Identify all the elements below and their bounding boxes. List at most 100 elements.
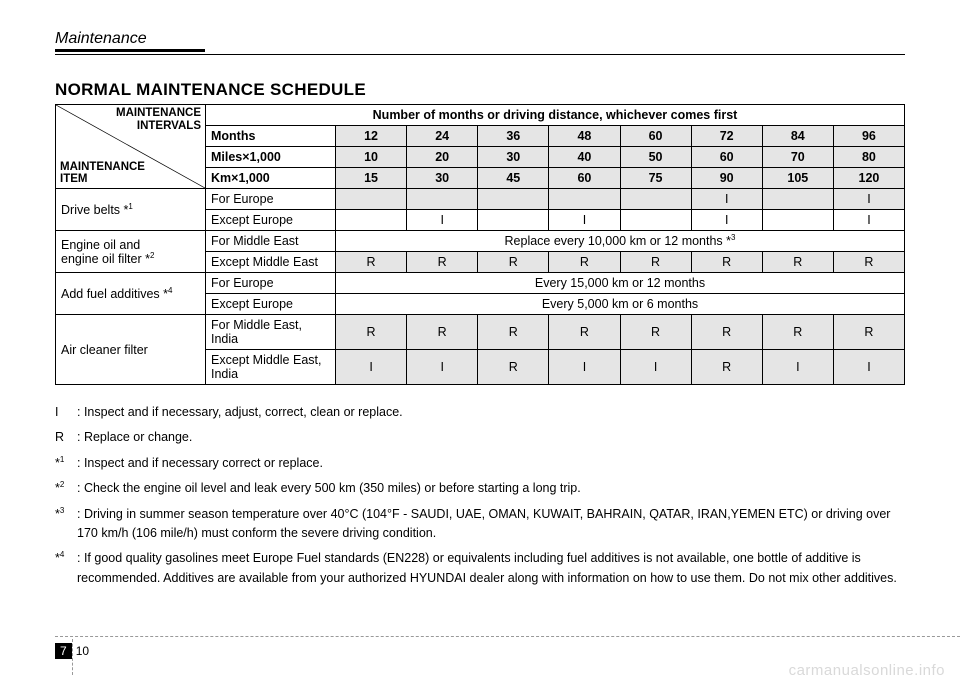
- cell: I: [833, 350, 904, 385]
- region-cell: For Middle East: [206, 231, 336, 252]
- cell: [620, 189, 691, 210]
- colhead-val: 36: [478, 126, 549, 147]
- note-text: : Inspect and if necessary correct or re…: [77, 454, 323, 473]
- cell: R: [549, 252, 620, 273]
- cell: I: [549, 350, 620, 385]
- item-sup: 1: [128, 201, 132, 210]
- footer-dash-line: [55, 636, 960, 637]
- cell: R: [691, 350, 762, 385]
- cell: R: [336, 315, 407, 350]
- cell: R: [407, 315, 478, 350]
- note-line: *3: Driving in summer season temperature…: [55, 505, 905, 544]
- span-text: Replace every 10,000 km or 12 months *: [505, 234, 732, 248]
- item-sup: 2: [150, 250, 154, 259]
- item-label: Add fuel additives *: [61, 287, 168, 301]
- region-cell: Except Middle East,India: [206, 350, 336, 385]
- span-cell: Every 15,000 km or 12 months: [336, 273, 905, 294]
- page-container: Maintenance NORMAL MAINTENANCE SCHEDULE …: [0, 0, 960, 588]
- note-key: I: [55, 403, 77, 422]
- cell: R: [407, 252, 478, 273]
- cell: R: [833, 315, 904, 350]
- corner-cell: MAINTENANCEINTERVALS MAINTENANCEITEM: [56, 105, 206, 189]
- banner-cell: Number of months or driving distance, wh…: [206, 105, 905, 126]
- corner-top-label: MAINTENANCEINTERVALS: [116, 107, 201, 132]
- cell: R: [478, 350, 549, 385]
- note-key: *2: [55, 479, 77, 498]
- cell: [336, 210, 407, 231]
- note-key: *4: [55, 549, 77, 588]
- colhead-val: 84: [762, 126, 833, 147]
- colhead-val: 96: [833, 126, 904, 147]
- note-line: *1: Inspect and if necessary correct or …: [55, 454, 905, 473]
- note-text: : Driving in summer season temperature o…: [77, 505, 905, 544]
- colhead-val: 45: [478, 168, 549, 189]
- item-drive-belts: Drive belts *1: [56, 189, 206, 231]
- cell: R: [762, 315, 833, 350]
- cell: R: [620, 252, 691, 273]
- colhead-val: 12: [336, 126, 407, 147]
- note-text: : Replace or change.: [77, 428, 192, 447]
- cell: I: [833, 189, 904, 210]
- note-line: R: Replace or change.: [55, 428, 905, 447]
- cell: [478, 210, 549, 231]
- chapter-number: 7: [55, 643, 72, 659]
- span-cell: Replace every 10,000 km or 12 months *3: [336, 231, 905, 252]
- colhead-val: 80: [833, 147, 904, 168]
- colhead-val: 90: [691, 168, 762, 189]
- cell: I: [407, 350, 478, 385]
- cell: [762, 210, 833, 231]
- colhead-val: 60: [691, 147, 762, 168]
- item-air-cleaner: Air cleaner filter: [56, 315, 206, 385]
- region-cell: Except Europe: [206, 294, 336, 315]
- colhead-val: 15: [336, 168, 407, 189]
- colhead-val: 40: [549, 147, 620, 168]
- note-text: : Check the engine oil level and leak ev…: [77, 479, 581, 498]
- cell: [336, 189, 407, 210]
- item-engine-oil: Engine oil andengine oil filter *2: [56, 231, 206, 273]
- cell: R: [833, 252, 904, 273]
- corner-bottom-label: MAINTENANCEITEM: [60, 161, 145, 186]
- colhead-val: 48: [549, 126, 620, 147]
- item-fuel-additives: Add fuel additives *4: [56, 273, 206, 315]
- cell: I: [336, 350, 407, 385]
- cell: I: [620, 350, 691, 385]
- span-sup: 3: [731, 233, 735, 242]
- page-number: 10: [76, 644, 89, 658]
- cell: [478, 189, 549, 210]
- colhead-val: 30: [478, 147, 549, 168]
- footer-numbers: 7 10: [55, 643, 89, 659]
- cell: I: [691, 189, 762, 210]
- region-cell: For Europe: [206, 189, 336, 210]
- colhead-val: 105: [762, 168, 833, 189]
- page-title: NORMAL MAINTENANCE SCHEDULE: [55, 80, 905, 100]
- colhead-val: 10: [336, 147, 407, 168]
- item-label: Drive belts *: [61, 203, 128, 217]
- note-line: I: Inspect and if necessary, adjust, cor…: [55, 403, 905, 422]
- cell: R: [478, 252, 549, 273]
- colhead-val: 72: [691, 126, 762, 147]
- cell: I: [833, 210, 904, 231]
- colhead-label: Miles×1,000: [206, 147, 336, 168]
- cell: [762, 189, 833, 210]
- note-key: *3: [55, 505, 77, 544]
- cell: [620, 210, 691, 231]
- colhead-val: 60: [549, 168, 620, 189]
- item-sup: 4: [168, 285, 172, 294]
- cell: R: [762, 252, 833, 273]
- cell: R: [620, 315, 691, 350]
- colhead-val: 75: [620, 168, 691, 189]
- note-text: : If good quality gasolines meet Europe …: [77, 549, 905, 588]
- header-area: Maintenance: [55, 30, 905, 55]
- cell: I: [549, 210, 620, 231]
- cell: R: [549, 315, 620, 350]
- maintenance-table: MAINTENANCEINTERVALS MAINTENANCEITEM Num…: [55, 104, 905, 385]
- region-cell: Except Middle East: [206, 252, 336, 273]
- colhead-label: Km×1,000: [206, 168, 336, 189]
- cell: I: [407, 210, 478, 231]
- note-key: R: [55, 428, 77, 447]
- region-cell: For Middle East,India: [206, 315, 336, 350]
- colhead-val: 24: [407, 126, 478, 147]
- region-cell: Except Europe: [206, 210, 336, 231]
- cell: R: [478, 315, 549, 350]
- note-line: *2: Check the engine oil level and leak …: [55, 479, 905, 498]
